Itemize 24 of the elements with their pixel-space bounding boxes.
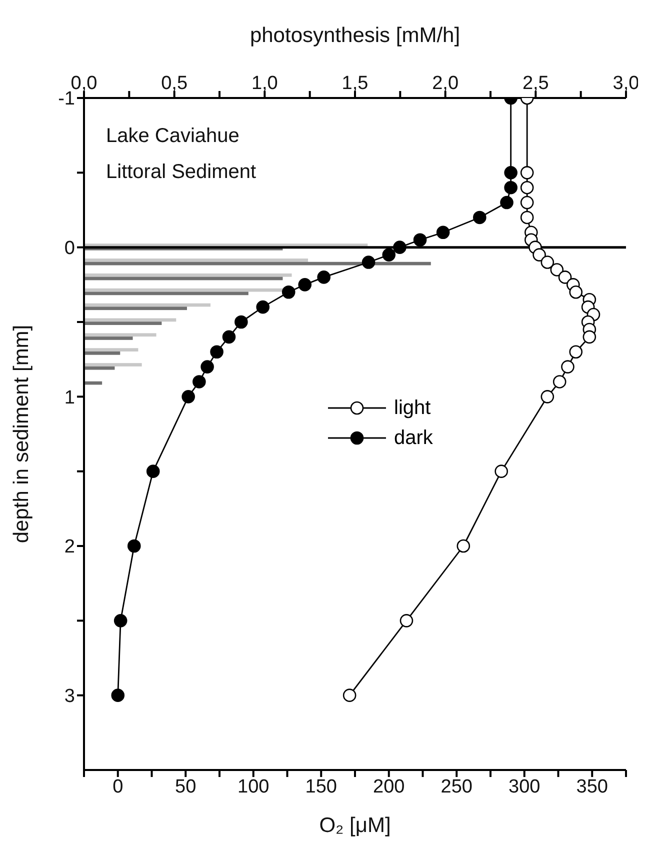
x-axis-title: O₂ [μM]: [319, 814, 391, 837]
x-tick-label: 200: [373, 776, 405, 798]
x2-tick-label: 0,5: [161, 73, 188, 94]
y-tick-label: 3: [64, 686, 75, 708]
x2-tick-label: 1,5: [342, 73, 368, 94]
x2-tick-label: 2,5: [522, 73, 549, 94]
x-tick-label: 300: [508, 776, 540, 798]
y-tick-label: 2: [64, 536, 75, 558]
x-tick-label: 100: [238, 776, 270, 798]
x2-tick-label: 2,0: [432, 73, 459, 94]
annotation: Littoral Sediment: [106, 160, 256, 185]
y-axis-title: depth in sediment [mm]: [10, 324, 33, 544]
x-tick-label: 350: [576, 776, 608, 798]
x2-tick-label: 1,0: [251, 73, 278, 94]
x-tick-label: 250: [440, 776, 472, 798]
y-tick-label: 0: [64, 238, 75, 260]
x-tick-label: 150: [305, 776, 337, 798]
legend-label: dark: [394, 426, 433, 450]
x-tick-label: 0: [112, 776, 124, 798]
x-tick-label: 50: [175, 776, 196, 798]
legend-label: light: [394, 396, 431, 420]
y-tick-label: 1: [64, 387, 75, 408]
annotation: Lake Caviahue: [106, 124, 240, 149]
x2-axis-title: photosynthesis [mM/h]: [250, 24, 460, 47]
